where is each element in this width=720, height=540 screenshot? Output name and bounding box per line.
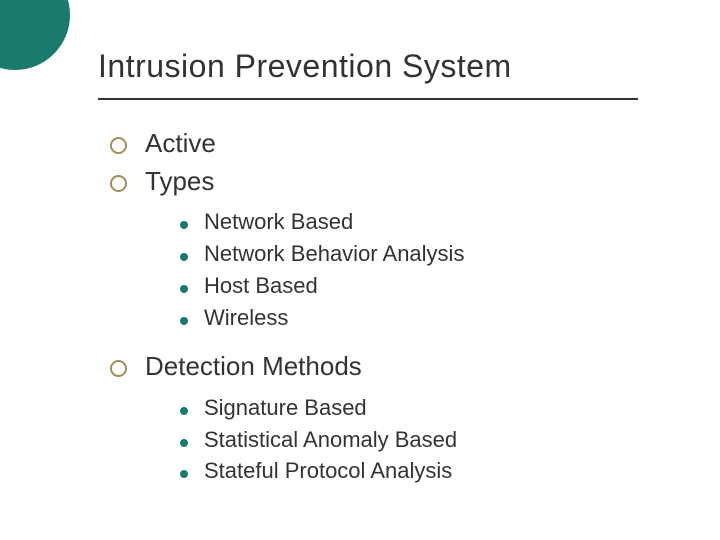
hollow-circle-bullet-icon [110, 360, 127, 377]
sub-list-item-label: Statistical Anomaly Based [204, 424, 457, 456]
solid-dot-bullet-icon [180, 221, 188, 229]
corner-circle-decoration [0, 0, 70, 70]
sub-list-item: Stateful Protocol Analysis [180, 455, 650, 487]
sub-list-item: Network Based [180, 206, 650, 238]
sub-list-item-label: Signature Based [204, 392, 367, 424]
solid-dot-bullet-icon [180, 470, 188, 478]
solid-dot-bullet-icon [180, 285, 188, 293]
slide-body: Active Types Network Based Network Behav… [110, 125, 650, 501]
list-item-label: Types [145, 163, 214, 201]
hollow-circle-bullet-icon [110, 137, 127, 154]
list-item: Active [110, 125, 650, 163]
slide-title: Intrusion Prevention System [98, 48, 512, 85]
list-item-label: Detection Methods [145, 348, 362, 386]
sub-list-item-label: Host Based [204, 270, 318, 302]
solid-dot-bullet-icon [180, 407, 188, 415]
sub-list: Signature Based Statistical Anomaly Base… [180, 392, 650, 488]
sub-list-item: Host Based [180, 270, 650, 302]
sub-list-item: Network Behavior Analysis [180, 238, 650, 270]
hollow-circle-bullet-icon [110, 175, 127, 192]
sub-list-item-label: Network Behavior Analysis [204, 238, 464, 270]
solid-dot-bullet-icon [180, 439, 188, 447]
sub-list-item-label: Wireless [204, 302, 288, 334]
sub-list-item: Signature Based [180, 392, 650, 424]
solid-dot-bullet-icon [180, 317, 188, 325]
title-underline [98, 98, 638, 100]
list-item: Detection Methods [110, 348, 650, 386]
sub-list-item-label: Network Based [204, 206, 353, 238]
list-item-label: Active [145, 125, 216, 163]
sub-list-item: Statistical Anomaly Based [180, 424, 650, 456]
sub-list-item: Wireless [180, 302, 650, 334]
solid-dot-bullet-icon [180, 253, 188, 261]
sub-list-item-label: Stateful Protocol Analysis [204, 455, 452, 487]
sub-list: Network Based Network Behavior Analysis … [180, 206, 650, 334]
list-item: Types [110, 163, 650, 201]
